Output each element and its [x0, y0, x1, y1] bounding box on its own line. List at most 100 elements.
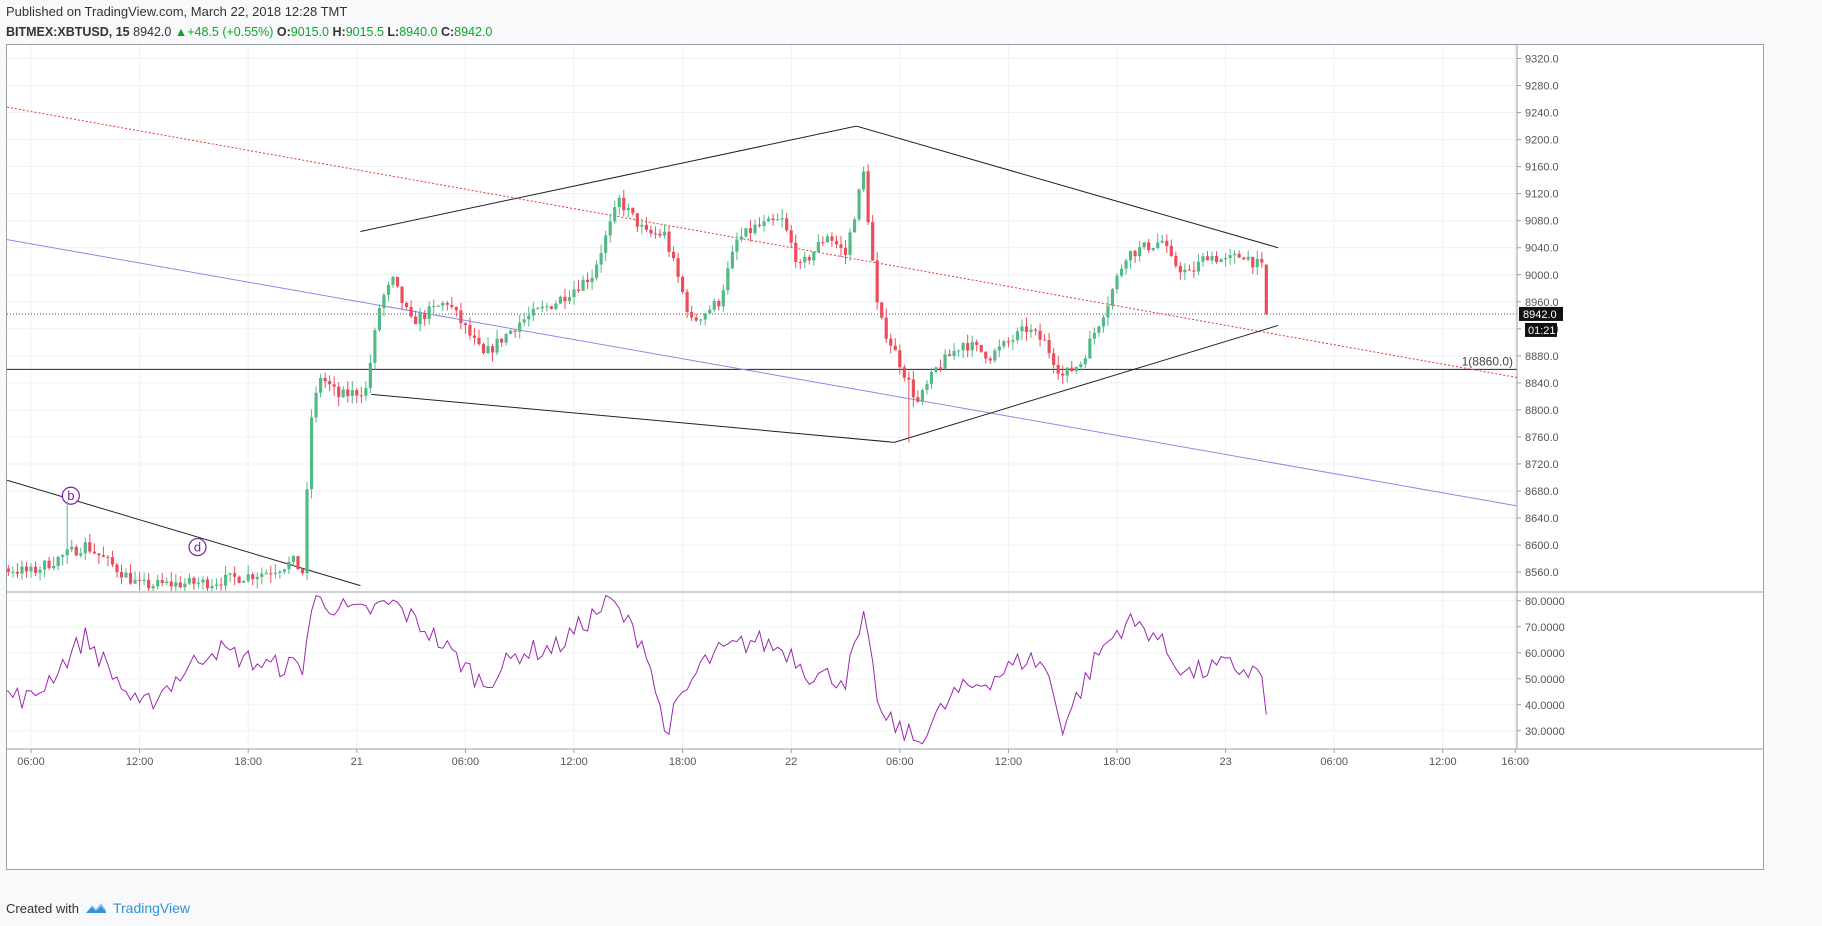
- time-tick-label: 18:00: [1103, 756, 1131, 768]
- candle-body: [52, 565, 56, 569]
- rsi-tick-label: 60.0000: [1525, 648, 1565, 660]
- countdown-badge: [1525, 322, 1557, 337]
- chart-svg[interactable]: 1(8860.0) b d 9320.0 9280.0 9240.0 9200.0 9160…: [0, 45, 1763, 869]
- candle-body: [513, 330, 517, 332]
- candle-body: [472, 335, 477, 338]
- diamond-edge: [856, 125, 1279, 249]
- candle-body: [1033, 329, 1038, 331]
- wave-label-text: b: [67, 488, 74, 503]
- candle-body: [65, 549, 69, 556]
- candle-body: [83, 542, 87, 554]
- candle-body: [300, 569, 305, 574]
- candle-body: [174, 582, 178, 587]
- wave-label-text: d: [194, 540, 201, 555]
- candle-body: [432, 306, 436, 308]
- candle-body: [522, 319, 526, 323]
- candle-body: [386, 284, 391, 295]
- candle-body: [368, 362, 372, 388]
- candle-body: [622, 197, 626, 211]
- candle-body: [1065, 367, 1069, 376]
- chart-container[interactable]: 1(8860.0) b d 9320.0 9280.0 9240.0 9200.0 9160…: [0, 44, 1764, 870]
- candle-body: [201, 579, 205, 583]
- candle-body: [11, 571, 15, 573]
- candle-body: [391, 276, 395, 285]
- high-label: H:: [332, 25, 346, 39]
- candle-body: [205, 579, 210, 589]
- price-change: +48.5 (+0.55%): [187, 25, 274, 39]
- candle-body: [445, 302, 449, 305]
- candle-body: [699, 319, 703, 321]
- candle-body: [110, 557, 115, 565]
- candle-body: [726, 268, 730, 291]
- candle-body: [454, 306, 458, 311]
- blue-trendline: [6, 239, 1518, 507]
- candle-body: [581, 279, 585, 291]
- candle-body: [278, 571, 282, 573]
- chart-header: Published on TradingView.com, March 22, …: [6, 4, 492, 40]
- candle-body: [708, 309, 712, 314]
- candle-body: [1242, 257, 1246, 260]
- candle-body: [414, 316, 418, 325]
- candle-body: [1178, 266, 1182, 273]
- candle-body: [830, 236, 834, 241]
- candle-body: [789, 230, 793, 243]
- tradingview-brand[interactable]: TradingView: [112, 900, 191, 916]
- candle-body: [210, 585, 214, 589]
- price-tick-label: 9280.0: [1525, 81, 1559, 93]
- candle-body: [938, 367, 943, 369]
- candle-body: [567, 297, 572, 302]
- candle-body: [1128, 250, 1133, 261]
- candle-body: [1029, 329, 1033, 332]
- candle-body: [115, 564, 119, 573]
- candle-body: [961, 343, 965, 351]
- candle-body: [423, 313, 427, 319]
- candle-body: [640, 224, 644, 227]
- candle-body: [242, 581, 246, 583]
- candle-body: [748, 228, 753, 234]
- candle-body: [350, 390, 354, 397]
- candle-body: [753, 224, 757, 234]
- candle-body: [984, 351, 988, 359]
- candle-body: [1237, 253, 1241, 258]
- candle-body: [409, 307, 413, 317]
- price-tick-label: 8640.0: [1525, 513, 1559, 525]
- candle-body: [287, 561, 291, 570]
- candle-body: [613, 207, 617, 222]
- candle-body: [1233, 253, 1237, 256]
- candle-body: [1006, 341, 1010, 343]
- candle-body: [1074, 367, 1078, 372]
- candle-body: [450, 304, 454, 307]
- candle-body: [436, 305, 440, 307]
- candle-body: [142, 579, 146, 581]
- price-tick-label: 9040.0: [1525, 243, 1559, 255]
- candle-body: [925, 383, 929, 390]
- candle-body: [884, 317, 888, 339]
- candle-body: [255, 576, 259, 580]
- candle-body: [843, 247, 848, 255]
- candle-body: [373, 330, 377, 363]
- price-tick-label: 9160.0: [1525, 162, 1559, 174]
- candle-body: [518, 322, 522, 332]
- rsi-tick-label: 40.0000: [1525, 700, 1565, 712]
- candle-body: [626, 207, 630, 211]
- candle-body: [744, 228, 748, 237]
- ohlc-legend: BITMEX:XBTUSD, 15 8942.0 ▲+48.5 (+0.55%)…: [6, 24, 492, 40]
- candle-body: [237, 576, 241, 583]
- candle-body: [1083, 358, 1087, 365]
- candle-body: [712, 301, 716, 310]
- price-tick-label: 8800.0: [1525, 405, 1559, 417]
- candle-body: [1174, 255, 1178, 267]
- candle-body: [757, 224, 762, 226]
- candle-body: [151, 586, 155, 589]
- candle-body: [952, 350, 956, 357]
- candle-body: [192, 577, 196, 584]
- price-tick-label: 9120.0: [1525, 189, 1559, 201]
- candle-body: [490, 346, 495, 353]
- candle-body: [866, 171, 870, 223]
- last-price-badge: [1519, 306, 1563, 321]
- price-tick-label: 8680.0: [1525, 486, 1559, 498]
- candle-body: [463, 323, 467, 326]
- symbol-label[interactable]: BITMEX:XBTUSD, 15: [6, 25, 130, 39]
- candle-body: [309, 417, 314, 490]
- low-value: 8940.0: [399, 25, 438, 39]
